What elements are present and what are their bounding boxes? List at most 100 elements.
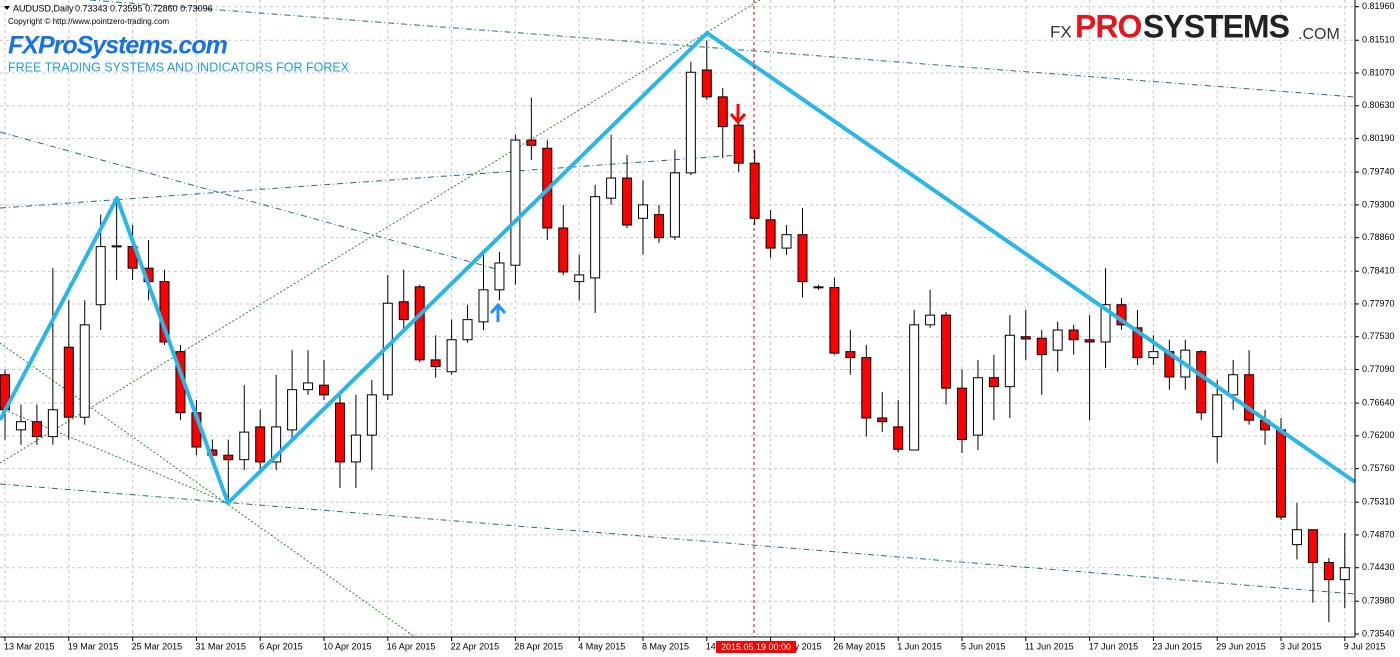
x-tick-label: 11 Jun 2015 xyxy=(1025,641,1074,651)
x-tick-label: 13 Mar 2015 xyxy=(4,641,55,651)
candle-body xyxy=(877,417,888,423)
candle-body xyxy=(63,346,74,418)
x-tick-label: 26 May 2015 xyxy=(833,641,885,651)
candle-body xyxy=(813,286,824,289)
candle-body xyxy=(685,71,696,174)
candle-body xyxy=(988,377,999,388)
candle-body xyxy=(925,314,936,326)
candle-body xyxy=(334,402,345,463)
y-tick-label: 0.76200 xyxy=(1362,430,1395,440)
candle-body xyxy=(829,287,840,354)
candle-body xyxy=(909,324,920,451)
candle-body xyxy=(287,389,298,431)
x-tick-label: 29 Jun 2015 xyxy=(1216,641,1266,651)
y-tick-label: 0.75310 xyxy=(1362,497,1395,507)
candle-body xyxy=(669,172,680,238)
candle-body xyxy=(526,139,537,146)
y-tick-label: 0.74430 xyxy=(1362,562,1395,572)
candle-body xyxy=(430,359,441,368)
candle-body xyxy=(1148,351,1159,359)
candle-body xyxy=(1068,329,1079,341)
candle-body xyxy=(781,234,792,249)
candle-body xyxy=(1307,529,1318,563)
candle-body xyxy=(797,234,808,283)
candle-body xyxy=(79,324,90,418)
x-tick-label: 31 Mar 2015 xyxy=(195,641,246,651)
candle-body xyxy=(398,301,409,321)
candle-body xyxy=(111,245,122,248)
candle-body xyxy=(717,96,728,128)
candle-body xyxy=(733,124,744,164)
y-tick-label: 0.81510 xyxy=(1362,35,1395,45)
y-tick-label: 0.79740 xyxy=(1362,166,1395,176)
candle-body xyxy=(653,214,664,239)
trend-line xyxy=(89,0,1356,98)
candle-body xyxy=(957,387,967,441)
candle-body xyxy=(1323,561,1334,581)
tagline: FREE TRADING SYSTEMS AND INDICATORS FOR … xyxy=(8,60,350,74)
candle-body xyxy=(446,339,457,373)
logo-suffix: .COM xyxy=(1298,26,1340,43)
brand: FXProSystems.com xyxy=(8,32,228,60)
y-tick-label: 0.74870 xyxy=(1362,529,1395,539)
candle-body xyxy=(558,227,569,273)
candle-body xyxy=(271,426,282,463)
y-tick-label: 0.81070 xyxy=(1362,67,1395,77)
header-values: 0.73343 0.73595 0.72860 0.73096 xyxy=(75,3,213,13)
y-tick-label: 0.81960 xyxy=(1362,1,1395,11)
x-tick-label: 16 Apr 2015 xyxy=(387,641,436,651)
candle-body xyxy=(861,357,872,419)
x-tick-label: 10 Apr 2015 xyxy=(323,641,372,651)
candle-body xyxy=(15,421,26,431)
candle-body xyxy=(845,351,856,359)
candle-body xyxy=(1052,329,1063,351)
y-tick-label: 0.73980 xyxy=(1362,596,1395,606)
candle-body xyxy=(622,177,633,226)
candle-body xyxy=(1212,394,1223,438)
y-tick-label: 0.76640 xyxy=(1362,397,1395,407)
candle-body xyxy=(590,196,601,279)
x-tick-label: 23 Jun 2015 xyxy=(1152,641,1202,651)
candle-body xyxy=(1020,336,1031,340)
trend-line xyxy=(0,131,501,271)
y-tick-label: 0.75760 xyxy=(1362,463,1395,473)
x-tick-label: 8 May 2015 xyxy=(642,641,689,651)
y-tick-label: 0.80190 xyxy=(1362,133,1395,143)
candle-body xyxy=(1004,334,1015,388)
y-tick-label: 0.80630 xyxy=(1362,100,1395,110)
logo-accent: PRO xyxy=(1075,8,1141,44)
zigzag-line xyxy=(0,31,1357,505)
candle-body xyxy=(510,139,521,266)
sell-arrow xyxy=(729,104,747,125)
x-tick-label: 1 Jun 2015 xyxy=(897,641,942,651)
axes: 0.81960 0.81510 0.81070 0.80630 0.80190 0.797… xyxy=(4,1,1395,651)
x-tick-label: 5 Jun 2015 xyxy=(961,641,1006,651)
candle-body xyxy=(255,426,266,463)
candle-body xyxy=(31,421,42,438)
candle-body xyxy=(223,454,234,461)
trend-line xyxy=(0,0,761,464)
x-tick-label: 4 May 2015 xyxy=(578,641,625,651)
candle-body xyxy=(303,382,314,391)
candle-body xyxy=(893,426,904,450)
x-tick-label: 9 Jul 2015 xyxy=(1344,641,1386,651)
candle-body xyxy=(1132,327,1143,359)
candle-body xyxy=(574,274,585,283)
candle-body xyxy=(606,177,617,199)
x-tick-label: 17 Jun 2015 xyxy=(1089,641,1139,651)
candle-body xyxy=(478,289,489,323)
candle-body xyxy=(638,204,648,219)
logo-main: SYSTEMS xyxy=(1143,8,1290,44)
crosshair-label-box xyxy=(716,641,796,653)
candle-body xyxy=(972,377,983,436)
candle-body xyxy=(95,246,106,306)
y-tick-label: 0.77090 xyxy=(1362,364,1395,374)
crosshair-label: 2015.05.19 00:00 xyxy=(721,642,791,652)
candle-body xyxy=(1339,567,1350,581)
y-tick-label: 0.73540 xyxy=(1362,628,1395,638)
y-tick-label: 0.77970 xyxy=(1362,298,1395,308)
symbol-title: AUDUSD,Daily xyxy=(13,3,74,13)
candle-body xyxy=(1276,429,1286,518)
candles xyxy=(0,40,1350,623)
